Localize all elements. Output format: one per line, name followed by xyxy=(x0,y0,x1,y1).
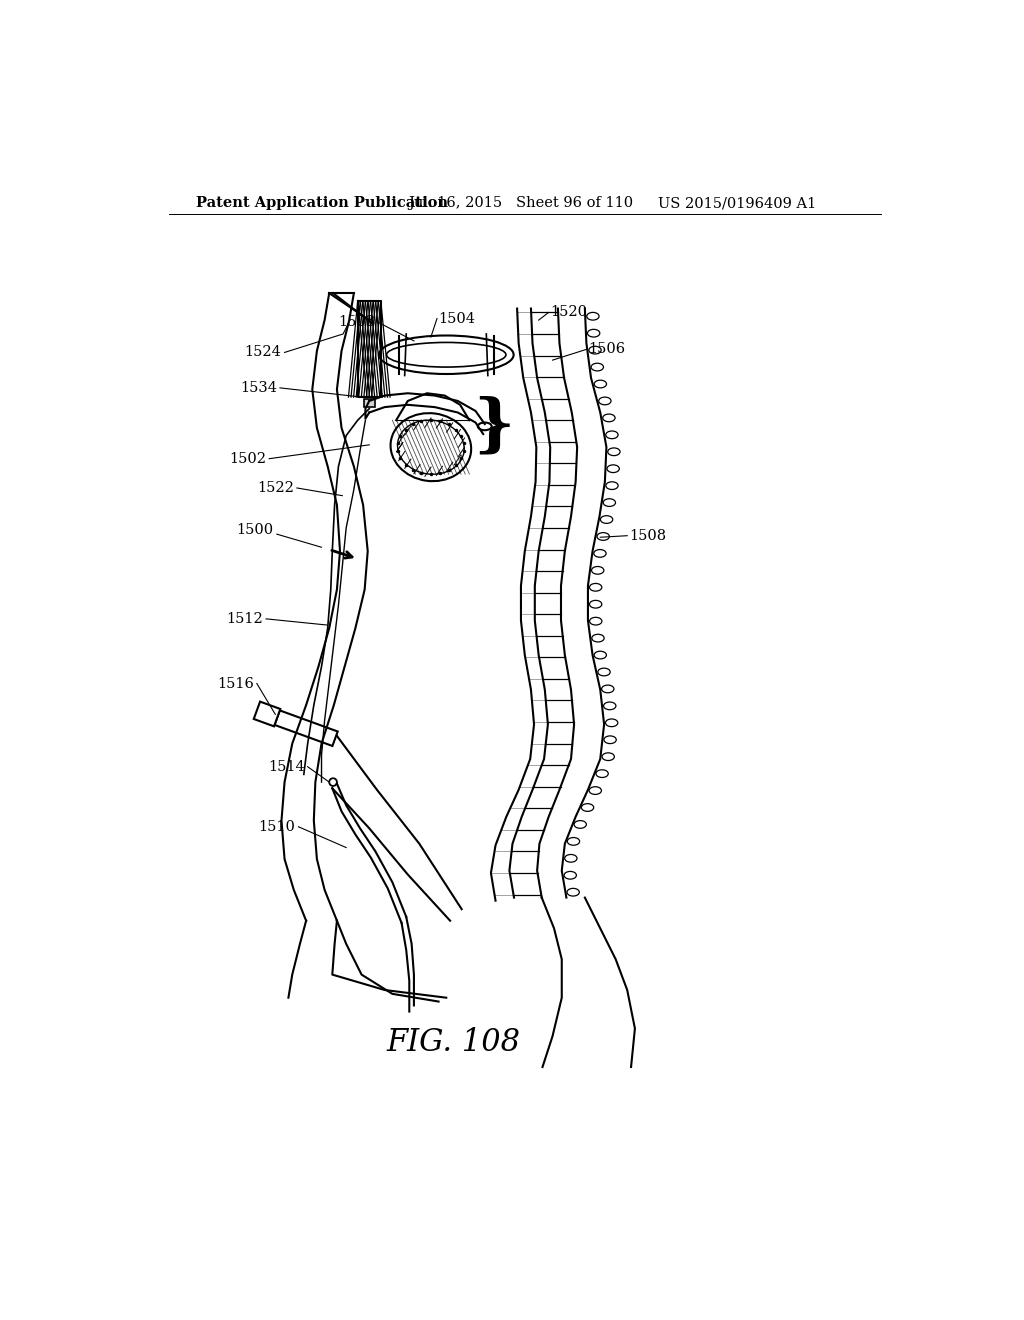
Ellipse shape xyxy=(574,821,587,829)
Bar xyxy=(274,710,338,746)
Text: Jul. 16, 2015   Sheet 96 of 110: Jul. 16, 2015 Sheet 96 of 110 xyxy=(408,197,633,210)
Text: 1508: 1508 xyxy=(630,529,667,543)
Ellipse shape xyxy=(603,414,615,422)
Ellipse shape xyxy=(603,702,615,710)
Ellipse shape xyxy=(604,737,616,743)
Ellipse shape xyxy=(589,346,601,354)
Text: 1534: 1534 xyxy=(240,381,276,395)
Text: 1503: 1503 xyxy=(338,314,376,329)
Ellipse shape xyxy=(478,422,492,430)
Text: 1500: 1500 xyxy=(237,523,273,536)
Ellipse shape xyxy=(564,871,577,879)
Ellipse shape xyxy=(567,837,580,845)
Ellipse shape xyxy=(589,787,601,795)
Ellipse shape xyxy=(603,499,615,507)
Ellipse shape xyxy=(592,566,604,574)
Ellipse shape xyxy=(599,397,611,405)
Ellipse shape xyxy=(590,583,602,591)
Ellipse shape xyxy=(606,432,618,438)
Bar xyxy=(254,702,281,726)
Ellipse shape xyxy=(607,465,620,473)
Text: 1502: 1502 xyxy=(229,451,266,466)
Ellipse shape xyxy=(597,532,609,540)
Ellipse shape xyxy=(594,651,606,659)
Ellipse shape xyxy=(590,618,602,626)
Ellipse shape xyxy=(587,313,599,321)
Ellipse shape xyxy=(591,363,603,371)
Ellipse shape xyxy=(590,601,602,609)
Text: 1524: 1524 xyxy=(245,346,282,359)
Ellipse shape xyxy=(602,752,614,760)
Text: }: } xyxy=(473,396,514,457)
Ellipse shape xyxy=(598,668,610,676)
Ellipse shape xyxy=(602,685,614,693)
Bar xyxy=(364,400,375,407)
Ellipse shape xyxy=(596,770,608,777)
Ellipse shape xyxy=(600,516,612,524)
Ellipse shape xyxy=(387,342,506,367)
Ellipse shape xyxy=(606,482,618,490)
Text: 1514: 1514 xyxy=(268,760,304,774)
Ellipse shape xyxy=(594,380,606,388)
Text: US 2015/0196409 A1: US 2015/0196409 A1 xyxy=(658,197,816,210)
Text: 1522: 1522 xyxy=(257,480,294,495)
Ellipse shape xyxy=(605,719,617,726)
Text: 1506: 1506 xyxy=(589,342,626,356)
Ellipse shape xyxy=(594,549,606,557)
Ellipse shape xyxy=(608,447,621,455)
Ellipse shape xyxy=(564,854,578,862)
Ellipse shape xyxy=(397,420,464,474)
Ellipse shape xyxy=(592,635,604,642)
Ellipse shape xyxy=(588,330,600,337)
Text: 1516: 1516 xyxy=(217,677,254,690)
Text: Patent Application Publication: Patent Application Publication xyxy=(196,197,449,210)
Ellipse shape xyxy=(582,804,594,812)
Text: 1520: 1520 xyxy=(550,305,587,319)
Text: 1504: 1504 xyxy=(438,312,475,326)
Text: 1512: 1512 xyxy=(226,612,263,626)
Text: FIG. 108: FIG. 108 xyxy=(387,1027,521,1057)
Text: 1510: 1510 xyxy=(258,820,295,834)
Ellipse shape xyxy=(567,888,580,896)
